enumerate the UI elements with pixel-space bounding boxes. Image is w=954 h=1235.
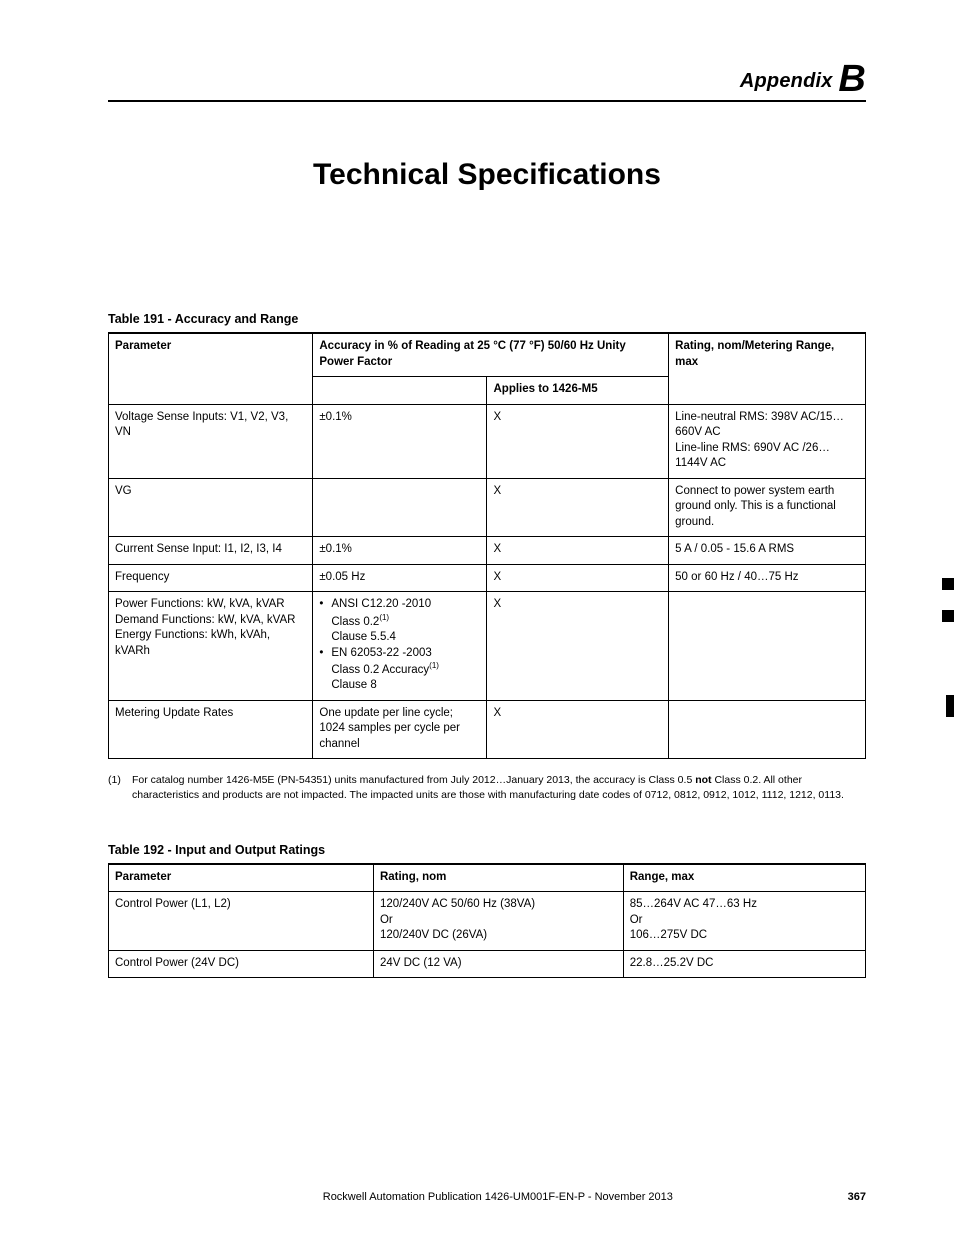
th-rating: Rating, nom	[373, 864, 623, 892]
bullet-line: Class 0.2 Accuracy	[331, 664, 429, 676]
cell-param: Voltage Sense Inputs: V1, V2, V3, VN	[109, 404, 313, 478]
edge-tab	[942, 578, 954, 590]
page: Appendix B Technical Specifications Tabl…	[0, 0, 954, 1235]
table192-caption: Table 192 - Input and Output Ratings	[108, 843, 866, 857]
cell-param: VG	[109, 478, 313, 537]
cell-rating	[669, 700, 866, 759]
cell-acc: One update per line cycle; 1024 samples …	[313, 700, 487, 759]
cell-applies: X	[487, 700, 669, 759]
table-row: Control Power (24V DC) 24V DC (12 VA) 22…	[109, 950, 866, 978]
list-item: EN 62053-22 -2003 Class 0.2 Accuracy(1) …	[319, 646, 480, 694]
footer-page-number: 367	[848, 1191, 866, 1203]
table191-caption: Table 191 - Accuracy and Range	[108, 312, 866, 326]
table-row: VG X Connect to power system earth groun…	[109, 478, 866, 537]
footnote-marker: (1)	[379, 613, 389, 622]
cell-acc: ±0.1%	[313, 404, 487, 478]
cell-param: Frequency	[109, 564, 313, 592]
table191-footnote: (1)For catalog number 1426-M5E (PN-54351…	[108, 773, 866, 802]
cell-rating	[669, 592, 866, 701]
appendix-header: Appendix B	[108, 60, 866, 102]
cell-acc: ±0.05 Hz	[313, 564, 487, 592]
th-rating: Rating, nom/Metering Range, max	[669, 333, 866, 404]
footnote-marker: (1)	[429, 661, 439, 670]
table-row: Frequency ±0.05 Hz X 50 or 60 Hz / 40…75…	[109, 564, 866, 592]
cell-acc-bullets: ANSI C12.20 -2010 Class 0.2(1) Clause 5.…	[313, 592, 487, 701]
footnote-text-pre: For catalog number 1426-M5E (PN-54351) u…	[132, 774, 695, 786]
cell-rating: Connect to power system earth ground onl…	[669, 478, 866, 537]
appendix-letter: B	[838, 58, 866, 100]
th-parameter: Parameter	[109, 333, 313, 404]
th-range: Range, max	[623, 864, 865, 892]
appendix-word: Appendix	[740, 70, 833, 92]
page-title: Technical Specifications	[108, 158, 866, 192]
cell-range: 22.8…25.2V DC	[623, 950, 865, 978]
edge-tab	[946, 695, 954, 717]
table-row: Control Power (L1, L2) 120/240V AC 50/60…	[109, 892, 866, 951]
table-row: Metering Update Rates One update per lin…	[109, 700, 866, 759]
bullet-line: Clause 5.5.4	[331, 631, 396, 643]
cell-acc	[313, 478, 487, 537]
cell-param: Current Sense Input: I1, I2, I3, I4	[109, 537, 313, 565]
cell-applies: X	[487, 478, 669, 537]
cell-param: Metering Update Rates	[109, 700, 313, 759]
page-footer: Rockwell Automation Publication 1426-UM0…	[108, 1191, 866, 1203]
table191-body: Voltage Sense Inputs: V1, V2, V3, VN ±0.…	[109, 404, 866, 759]
bullet-line: Class 0.2	[331, 616, 379, 628]
th-accuracy-group: Accuracy in % of Reading at 25 °C (77 °F…	[313, 333, 669, 377]
cell-rating: 120/240V AC 50/60 Hz (38VA) Or 120/240V …	[373, 892, 623, 951]
table192-body: Control Power (L1, L2) 120/240V AC 50/60…	[109, 892, 866, 978]
bullet-line: Clause 8	[331, 679, 376, 691]
th-accuracy-blank	[313, 377, 487, 405]
edge-tab	[942, 610, 954, 622]
footnote-mark: (1)	[108, 773, 132, 788]
th-parameter: Parameter	[109, 864, 374, 892]
cell-acc: ±0.1%	[313, 537, 487, 565]
table-row: Current Sense Input: I1, I2, I3, I4 ±0.1…	[109, 537, 866, 565]
cell-param: Power Functions: kW, kVA, kVAR Demand Fu…	[109, 592, 313, 701]
cell-applies: X	[487, 404, 669, 478]
cell-applies: X	[487, 592, 669, 701]
list-item: ANSI C12.20 -2010 Class 0.2(1) Clause 5.…	[319, 597, 480, 645]
th-applies: Applies to 1426-M5	[487, 377, 669, 405]
cell-applies: X	[487, 564, 669, 592]
bullet-list: ANSI C12.20 -2010 Class 0.2(1) Clause 5.…	[319, 597, 480, 694]
cell-param: Control Power (24V DC)	[109, 950, 374, 978]
cell-rating: 5 A / 0.05 - 15.6 A RMS	[669, 537, 866, 565]
table-row: Voltage Sense Inputs: V1, V2, V3, VN ±0.…	[109, 404, 866, 478]
bullet-line: EN 62053-22 -2003	[331, 647, 431, 659]
cell-applies: X	[487, 537, 669, 565]
cell-param: Control Power (L1, L2)	[109, 892, 374, 951]
footnote-bold: not	[695, 774, 711, 786]
table-row: Power Functions: kW, kVA, kVAR Demand Fu…	[109, 592, 866, 701]
bullet-line: ANSI C12.20 -2010	[331, 598, 431, 610]
table192: Parameter Rating, nom Range, max Control…	[108, 863, 866, 979]
table191: Parameter Accuracy in % of Reading at 25…	[108, 332, 866, 759]
cell-rating: Line-neutral RMS: 398V AC/15…660V AC Lin…	[669, 404, 866, 478]
cell-range: 85…264V AC 47…63 Hz Or 106…275V DC	[623, 892, 865, 951]
cell-rating: 24V DC (12 VA)	[373, 950, 623, 978]
footer-publine: Rockwell Automation Publication 1426-UM0…	[148, 1191, 848, 1203]
cell-rating: 50 or 60 Hz / 40…75 Hz	[669, 564, 866, 592]
